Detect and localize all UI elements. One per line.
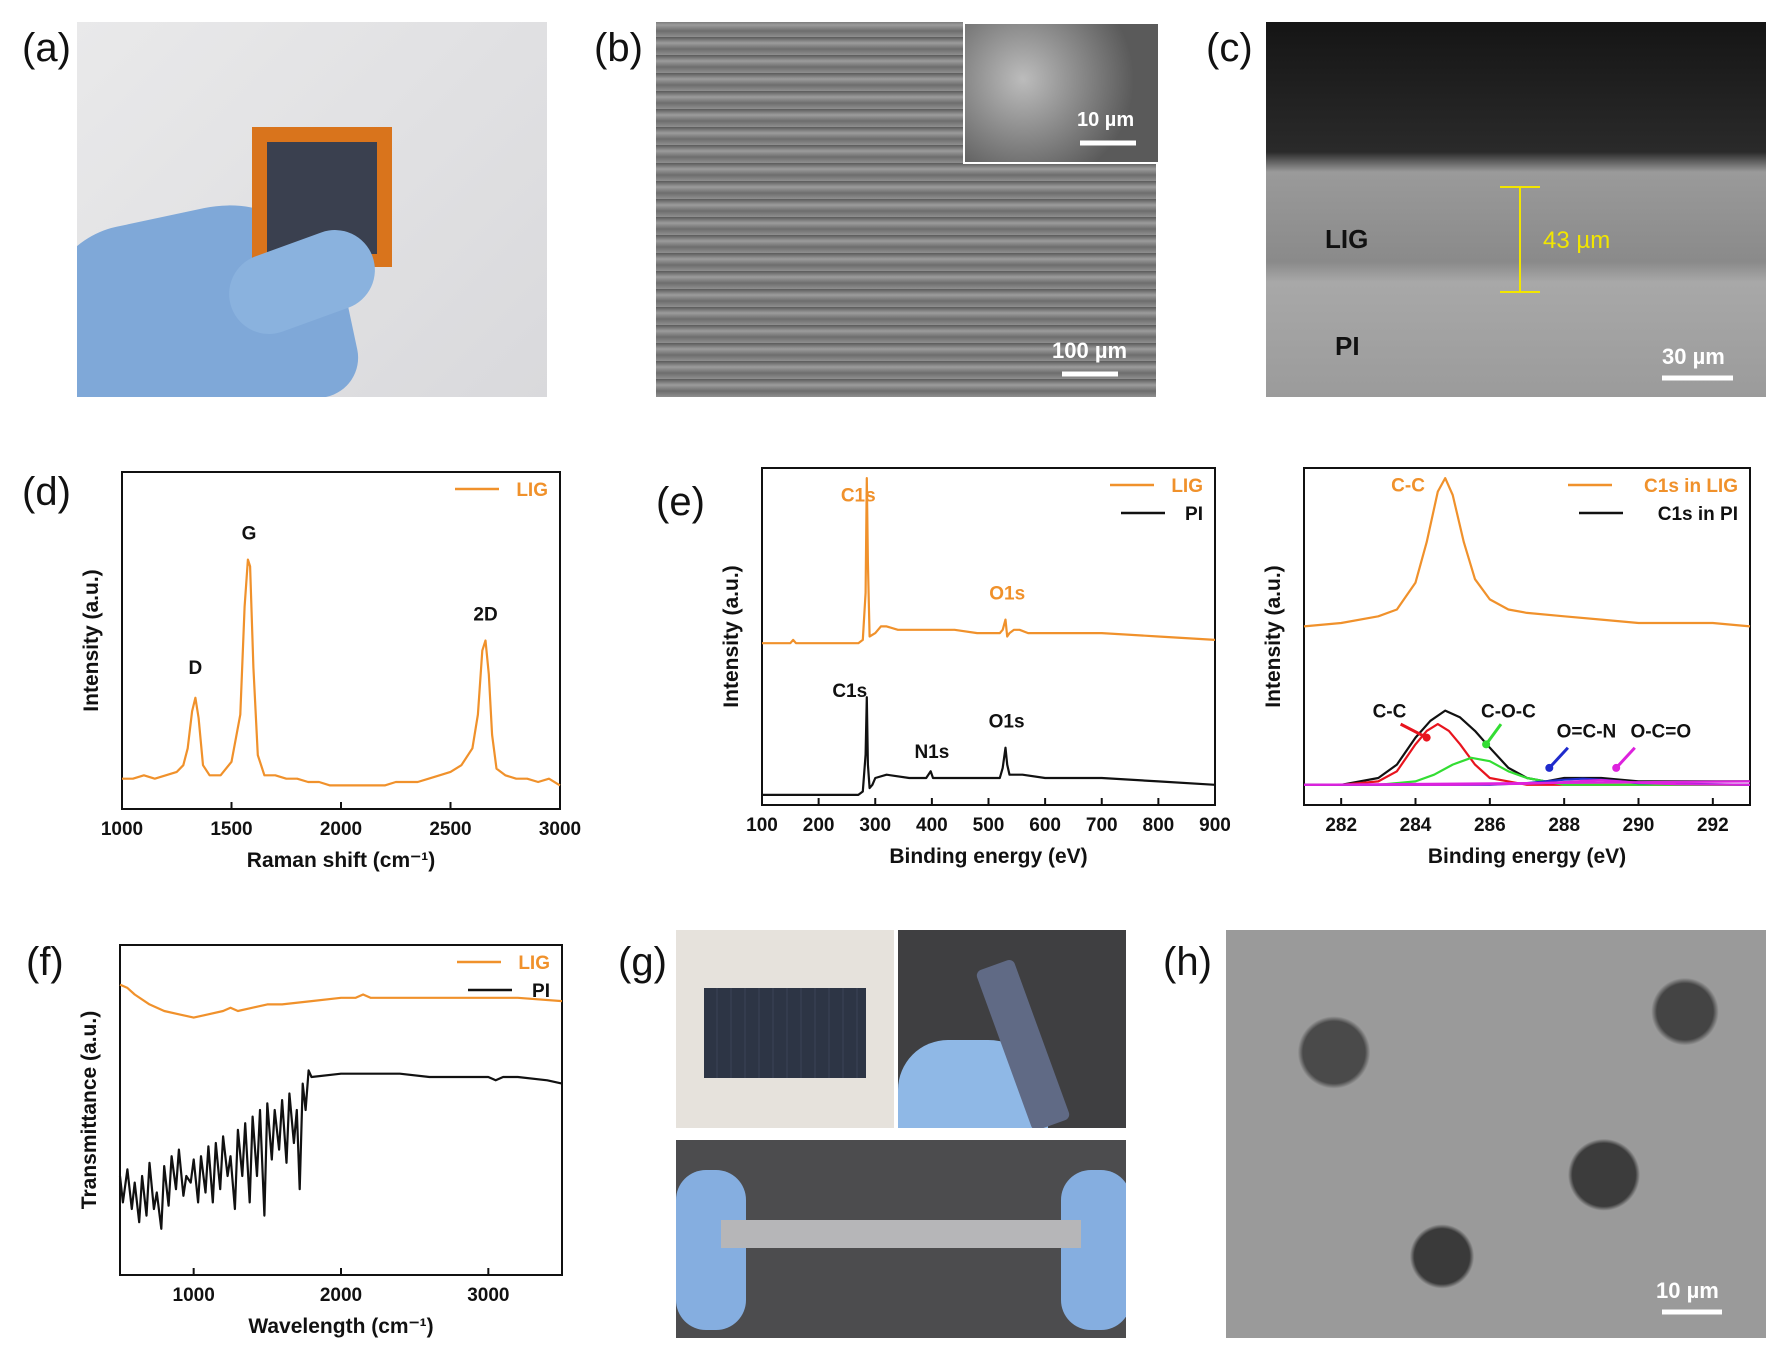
photo-lig-sample-hand [77, 22, 547, 397]
y-axis-label-f: Transmittance (a.u.) [78, 1011, 101, 1209]
peak-label-d: 2D [473, 604, 497, 625]
x-axis-label-d: Raman shift (cm⁻¹) [247, 849, 435, 872]
x-tick-label-f: 2000 [320, 1285, 362, 1306]
component-arrow [1615, 746, 1636, 769]
peak-label-e2: C-O-C [1481, 701, 1536, 722]
x-axis-label-f: Wavelength (cm⁻¹) [248, 1315, 433, 1338]
peak-label-e2: C-C [1391, 476, 1425, 497]
peak-label-d: G [242, 523, 257, 544]
x-tick-label-e2: 290 [1623, 815, 1655, 836]
plot-frame-e2 [1303, 467, 1751, 806]
series-line-d-lig [122, 558, 561, 787]
x-tick-label-d: 1500 [210, 819, 252, 840]
photo-lig-device-plate [676, 930, 894, 1128]
photo-lig-device-stretched [676, 1140, 1126, 1338]
y-axis-label-e1: Intensity (a.u.) [720, 565, 743, 707]
glove-left [676, 1170, 746, 1330]
panel-label-c: (c) [1206, 26, 1253, 70]
component-arrow [1399, 722, 1428, 739]
peak-label-d: D [188, 658, 202, 679]
x-tick-label-e1: 600 [1029, 815, 1061, 836]
component-arrow [1548, 746, 1569, 769]
x-tick-label-e1: 500 [973, 815, 1005, 836]
panel-label-e: (e) [656, 480, 705, 524]
legend-label-e2: C1s in LIG [1644, 476, 1738, 497]
sem-cross-section [1266, 22, 1766, 397]
legend-label-e2: C1s in PI [1658, 504, 1738, 525]
x-tick-label-d: 2500 [429, 819, 471, 840]
x-tick-label-f: 3000 [467, 1285, 509, 1306]
panel-label-d: (d) [22, 470, 71, 514]
x-tick-label-d: 1000 [101, 819, 143, 840]
series-line-f-lig [119, 983, 563, 1019]
peak-label-e2: O=C-N [1557, 722, 1617, 743]
serpentine-strip [721, 1220, 1081, 1248]
plot-frame-f [119, 944, 563, 1276]
x-tick-label-e1: 100 [746, 815, 778, 836]
panel-label-g: (g) [618, 940, 667, 984]
series-line-e2-c1s-in-lig [1303, 477, 1751, 628]
panel-label-f: (f) [26, 940, 64, 984]
panel-label-b: (b) [594, 26, 643, 70]
peak-label-e2: O-C=O [1630, 722, 1691, 743]
series-line-e2-baseline [1303, 780, 1751, 786]
component-arrowhead [1612, 763, 1621, 772]
series-line-e1-pi [762, 696, 1216, 797]
peak-label-e2: C-C [1373, 701, 1407, 722]
peak-label-e1: O1s [989, 583, 1025, 604]
x-tick-label-d: 2000 [320, 819, 362, 840]
photo-lig-device-bent [898, 930, 1126, 1128]
y-axis-label-e2: Intensity (a.u.) [1262, 565, 1285, 707]
y-axis-label-d: Intensity (a.u.) [80, 569, 103, 711]
x-tick-label-e1: 200 [803, 815, 835, 836]
x-tick-label-e1: 300 [859, 815, 891, 836]
legend-label-e1: LIG [1171, 476, 1203, 497]
x-tick-label-e1: 400 [916, 815, 948, 836]
x-tick-label-e2: 282 [1325, 815, 1357, 836]
x-axis-label-e1: Binding energy (eV) [889, 845, 1087, 868]
series-line-f-pi [118, 1069, 563, 1230]
sem-inset [963, 22, 1160, 164]
x-tick-label-e2: 288 [1548, 815, 1580, 836]
x-tick-label-e2: 292 [1697, 815, 1729, 836]
series-line-e1-lig [762, 477, 1216, 645]
component-arrowhead [1422, 733, 1431, 742]
x-tick-label-f: 1000 [173, 1285, 215, 1306]
panel-label-a: (a) [22, 26, 71, 70]
peak-label-e1: N1s [914, 742, 949, 763]
panel-label-h: (h) [1163, 940, 1212, 984]
sem-porous-closeup [1226, 930, 1766, 1338]
glove-right [1061, 1170, 1126, 1330]
x-tick-label-e1: 900 [1199, 815, 1231, 836]
legend-label-f: LIG [518, 953, 550, 974]
component-arrowhead [1545, 763, 1554, 772]
peak-label-e1: C1s [841, 486, 876, 507]
peak-label-e1: C1s [832, 681, 867, 702]
x-tick-label-e1: 700 [1086, 815, 1118, 836]
component-arrowhead [1482, 740, 1491, 749]
x-tick-label-e2: 286 [1474, 815, 1506, 836]
legend-label-e1: PI [1185, 504, 1203, 525]
x-tick-label-e2: 284 [1400, 815, 1432, 836]
legend-label-d: LIG [516, 480, 548, 501]
lig-electrode-pattern [704, 988, 866, 1078]
peak-label-e1: O1s [989, 711, 1025, 732]
x-tick-label-e1: 800 [1143, 815, 1175, 836]
x-axis-label-e2: Binding energy (eV) [1428, 845, 1626, 868]
series-line-e2-c1s-in-pi [1304, 709, 1750, 786]
x-tick-label-d: 3000 [539, 819, 581, 840]
component-arrow [1484, 723, 1503, 746]
legend-label-f: PI [532, 981, 550, 1002]
